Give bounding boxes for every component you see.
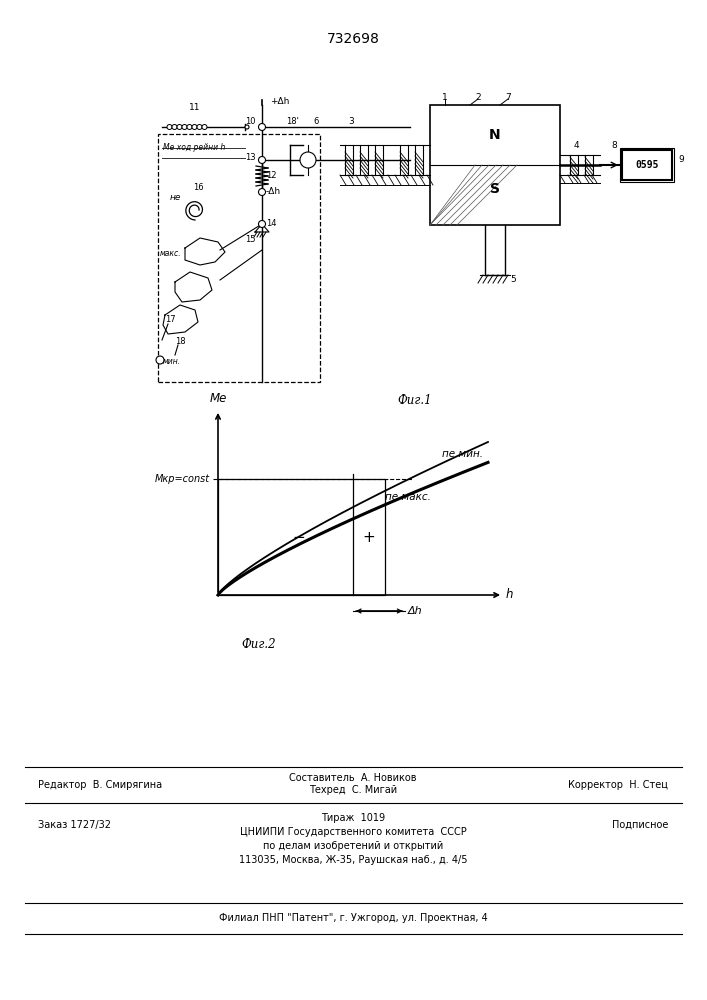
Circle shape (187, 124, 192, 129)
Text: пе макс.: пе макс. (385, 492, 431, 502)
Text: Составитель  А. Новиков: Составитель А. Новиков (289, 773, 416, 783)
Text: h: h (506, 588, 513, 601)
Circle shape (172, 124, 177, 129)
Circle shape (245, 125, 249, 129)
Text: Подписное: Подписное (612, 820, 668, 830)
Text: Фиг.1: Фиг.1 (397, 393, 432, 406)
Text: S: S (490, 182, 500, 196)
Text: Тираж  1019: Тираж 1019 (321, 813, 385, 823)
Text: Техред  С. Мигай: Техред С. Мигай (309, 785, 397, 795)
Text: макс.: макс. (160, 248, 182, 257)
Text: 8: 8 (611, 140, 617, 149)
Text: 732698: 732698 (327, 32, 380, 46)
Bar (218, 479, 385, 595)
Text: пе мин.: пе мин. (443, 449, 484, 459)
Circle shape (259, 123, 266, 130)
Text: 17: 17 (165, 316, 175, 324)
Text: 3: 3 (348, 117, 354, 126)
Text: 5: 5 (510, 275, 515, 284)
Text: Заказ 1727/32: Заказ 1727/32 (38, 820, 111, 830)
Text: +Δh: +Δh (270, 98, 289, 106)
Text: Ме: Ме (209, 392, 227, 405)
Circle shape (156, 356, 164, 364)
Text: Редактор  В. Смирягина: Редактор В. Смирягина (38, 780, 162, 790)
Bar (158, 134, 320, 382)
Text: 1: 1 (442, 93, 448, 102)
Text: Ме ход рейни h: Ме ход рейни h (163, 143, 226, 152)
Text: 4: 4 (573, 140, 579, 149)
Text: Мкр=const: Мкр=const (155, 474, 210, 484)
Circle shape (177, 124, 182, 129)
Text: не: не (170, 192, 182, 202)
Text: 9: 9 (678, 155, 684, 164)
Text: 18: 18 (175, 338, 186, 347)
Text: Корректор  Н. Стец: Корректор Н. Стец (568, 780, 668, 790)
Text: 18': 18' (286, 117, 299, 126)
Text: Фиг.2: Фиг.2 (241, 639, 276, 652)
Text: −: − (293, 530, 305, 545)
Text: 11: 11 (189, 104, 201, 112)
Bar (430, 105, 560, 225)
Text: 2: 2 (475, 93, 481, 102)
Text: 0595: 0595 (636, 160, 659, 170)
Circle shape (300, 152, 316, 168)
Circle shape (197, 124, 202, 129)
Text: 113035, Москва, Ж-35, Раушская наб., д. 4/5: 113035, Москва, Ж-35, Раушская наб., д. … (239, 855, 467, 865)
Text: мин.: мин. (163, 358, 181, 366)
Text: 14: 14 (266, 220, 276, 229)
Text: ЦНИИПИ Государственного комитета  СССР: ЦНИИПИ Государственного комитета СССР (240, 827, 467, 837)
Bar (622, 150, 672, 180)
Text: 10: 10 (245, 117, 256, 126)
Text: 16: 16 (193, 182, 204, 192)
Text: 7: 7 (505, 93, 511, 102)
Circle shape (182, 124, 187, 129)
Circle shape (202, 124, 207, 129)
Text: Филиал ПНП "Патент", г. Ужгород, ул. Проектная, 4: Филиал ПНП "Патент", г. Ужгород, ул. Про… (218, 913, 487, 923)
Text: по делам изобретений и открытий: по делам изобретений и открытий (263, 841, 443, 851)
Text: 6: 6 (313, 117, 318, 126)
Text: +: + (363, 530, 375, 545)
Text: -Δh: -Δh (266, 188, 281, 196)
Circle shape (167, 124, 172, 129)
Text: 15: 15 (245, 235, 256, 244)
Text: 12: 12 (266, 172, 276, 180)
Text: 13: 13 (245, 152, 256, 161)
Circle shape (259, 221, 266, 228)
Circle shape (259, 156, 266, 163)
Circle shape (259, 188, 266, 196)
Text: Δh: Δh (407, 606, 422, 616)
Bar (620, 148, 674, 182)
Circle shape (192, 124, 197, 129)
Text: N: N (489, 128, 501, 142)
